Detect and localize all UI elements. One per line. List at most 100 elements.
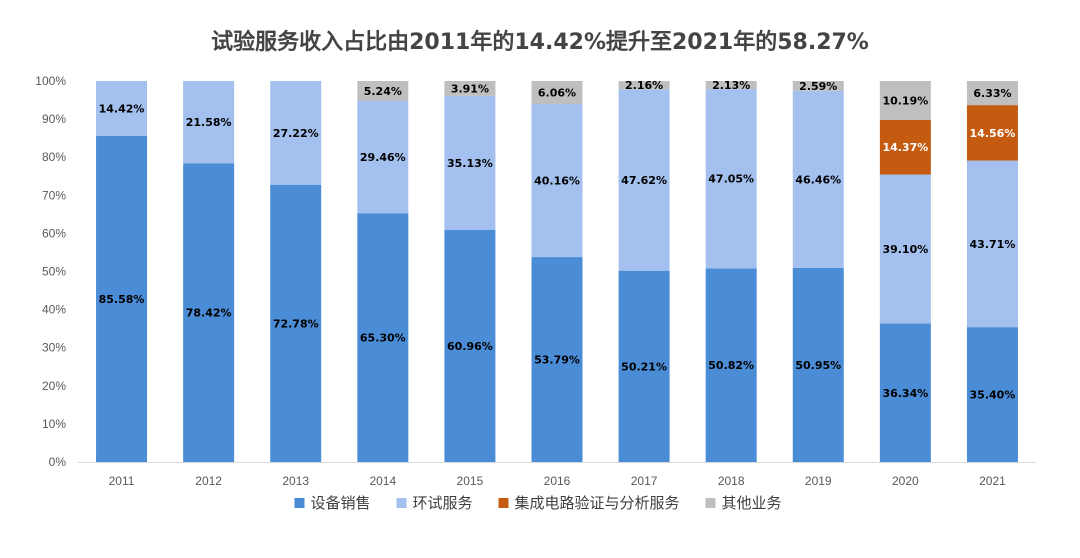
data-labels-layer: 85.58% 14.42% 78.42% 21.58% 72.78% 27.22% 65.3… xyxy=(99,79,1016,402)
bar-segment xyxy=(966,105,1018,161)
data-label: 36.34% xyxy=(882,387,928,400)
x-tick-label: 2012 xyxy=(195,474,222,488)
legend-swatch xyxy=(294,498,305,508)
bars-layer xyxy=(96,80,1018,463)
data-label: 14.56% xyxy=(970,127,1016,140)
y-tick-label: 40% xyxy=(42,303,66,317)
bar-segment xyxy=(966,160,1018,328)
bar-segment xyxy=(705,89,757,269)
x-tick-label: 2018 xyxy=(718,474,745,488)
data-label: 43.71% xyxy=(970,238,1016,251)
data-label: 78.42% xyxy=(186,307,232,320)
data-label: 50.82% xyxy=(708,359,754,372)
data-label: 2.59% xyxy=(799,80,837,93)
data-label: 72.78% xyxy=(273,317,319,330)
legend: 设备销售 环试服务 集成电路验证与分析服务 其他业务 xyxy=(294,494,782,512)
chart-title: 试验服务收入占比由2011年的14.42%提升至2021年的58.27% xyxy=(211,29,869,55)
x-tick-label: 2015 xyxy=(457,474,484,488)
x-tick-label: 2019 xyxy=(805,474,832,488)
y-tick-label: 20% xyxy=(42,379,66,393)
data-label: 6.06% xyxy=(538,87,576,100)
data-label: 21.58% xyxy=(186,116,232,129)
x-tick-label: 2011 xyxy=(109,474,135,488)
legend-item: 其他业务 xyxy=(705,494,782,512)
bar-segment xyxy=(444,229,496,462)
data-label: 47.05% xyxy=(708,173,754,186)
bar-segment xyxy=(357,213,409,462)
bar-segment xyxy=(96,135,148,463)
legend-swatch xyxy=(705,498,716,508)
data-label: 50.21% xyxy=(621,360,667,373)
bar-segment xyxy=(792,81,844,91)
data-label: 46.46% xyxy=(795,173,841,186)
data-label: 60.96% xyxy=(447,340,493,353)
data-label: 50.95% xyxy=(795,359,841,372)
bar-segment xyxy=(531,80,583,105)
legend-swatch xyxy=(396,498,407,508)
data-label: 35.40% xyxy=(970,389,1016,402)
bar-segment xyxy=(879,119,931,175)
bar-segment xyxy=(531,104,583,258)
bar-segment xyxy=(792,90,844,268)
bar-segment xyxy=(879,81,931,120)
data-label: 29.46% xyxy=(360,151,406,164)
x-tick-label: 2017 xyxy=(631,474,658,488)
data-label: 85.58% xyxy=(99,293,145,306)
bar-segment xyxy=(618,81,670,90)
bar-segment xyxy=(531,257,583,462)
bar-segment xyxy=(444,81,496,96)
y-tick-label: 10% xyxy=(42,417,66,431)
bar-segment xyxy=(183,81,235,164)
bar-segment xyxy=(879,174,931,324)
data-label: 2.16% xyxy=(625,79,663,92)
data-label: 14.42% xyxy=(99,102,145,115)
bar-segment xyxy=(879,323,931,462)
legend-swatch xyxy=(498,498,509,508)
bar-segment xyxy=(618,89,670,271)
legend-label: 设备销售 xyxy=(311,494,371,512)
bar-segment xyxy=(357,100,409,214)
legend-label: 其他业务 xyxy=(722,494,782,512)
legend-item: 集成电路验证与分析服务 xyxy=(498,494,680,512)
data-label: 47.62% xyxy=(621,174,667,187)
bar-segment xyxy=(183,163,235,463)
bar-segment xyxy=(270,81,322,185)
legend-label: 环试服务 xyxy=(413,494,473,512)
x-tick-label: 2021 xyxy=(979,474,1006,488)
axis-layer: 0% 10% 20% 30% 40% 50% 60% 70% 80% 90% 100% 2011 201… xyxy=(35,74,1036,488)
data-label: 6.33% xyxy=(973,87,1011,100)
y-tick-label: 50% xyxy=(42,265,66,279)
data-label: 10.19% xyxy=(882,94,928,107)
legend-item: 环试服务 xyxy=(396,494,473,512)
data-label: 39.10% xyxy=(882,243,928,256)
bar-segment xyxy=(270,184,322,463)
bar-segment xyxy=(705,268,757,462)
bar-segment xyxy=(618,270,670,462)
bar-segment xyxy=(96,81,148,136)
data-label: 5.24% xyxy=(364,85,402,98)
y-tick-label: 80% xyxy=(42,150,66,164)
x-tick-label: 2013 xyxy=(282,474,309,488)
y-tick-label: 30% xyxy=(42,341,66,355)
legend-item: 设备销售 xyxy=(294,494,371,512)
x-tick-label: 2020 xyxy=(892,474,919,488)
data-label: 53.79% xyxy=(534,354,580,367)
y-tick-label: 90% xyxy=(42,112,66,126)
legend-label: 集成电路验证与分析服务 xyxy=(515,494,680,512)
bar-segment xyxy=(792,267,844,462)
bar-segment xyxy=(966,81,1018,106)
bar-segment xyxy=(357,81,409,101)
bar-segment xyxy=(444,95,496,230)
y-tick-label: 60% xyxy=(42,226,66,240)
x-tick-label: 2014 xyxy=(369,474,396,488)
y-tick-label: 70% xyxy=(42,188,66,202)
data-label: 2.13% xyxy=(712,79,750,92)
y-tick-label: 100% xyxy=(35,74,66,88)
data-label: 40.16% xyxy=(534,175,580,188)
data-label: 27.22% xyxy=(273,127,319,140)
bar-segment xyxy=(966,327,1018,462)
bar-segment xyxy=(705,81,757,90)
data-label: 14.37% xyxy=(882,141,928,154)
data-label: 65.30% xyxy=(360,332,406,345)
